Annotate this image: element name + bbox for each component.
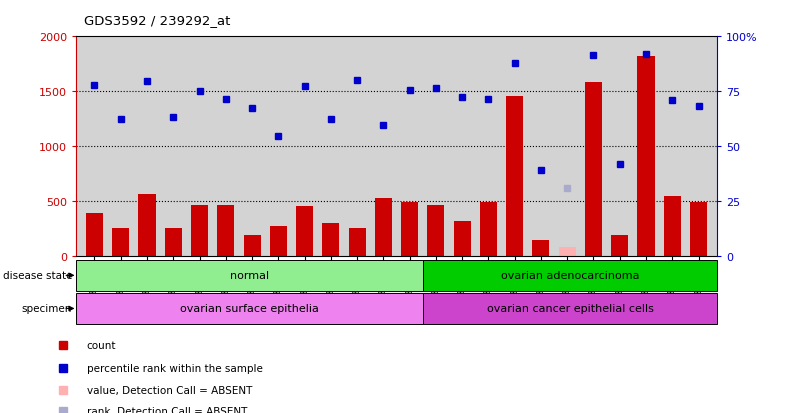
Bar bbox=[139, 195, 155, 256]
Bar bbox=[244, 236, 260, 256]
Text: ovarian surface epithelia: ovarian surface epithelia bbox=[180, 304, 319, 314]
Bar bbox=[453, 221, 471, 256]
Bar bbox=[423, 293, 717, 324]
Text: ovarian cancer epithelial cells: ovarian cancer epithelial cells bbox=[486, 304, 654, 314]
Bar bbox=[585, 83, 602, 256]
Bar bbox=[638, 57, 654, 256]
Bar bbox=[296, 207, 313, 256]
Bar bbox=[76, 260, 423, 291]
Bar bbox=[480, 202, 497, 256]
Text: count: count bbox=[87, 340, 116, 350]
Bar bbox=[217, 206, 235, 256]
Text: ovarian adenocarcinoma: ovarian adenocarcinoma bbox=[501, 271, 639, 281]
Text: percentile rank within the sample: percentile rank within the sample bbox=[87, 363, 263, 373]
Bar bbox=[558, 247, 576, 256]
Text: value, Detection Call = ABSENT: value, Detection Call = ABSENT bbox=[87, 385, 252, 394]
Text: GDS3592 / 239292_at: GDS3592 / 239292_at bbox=[84, 14, 231, 27]
Text: specimen: specimen bbox=[22, 304, 72, 314]
Bar bbox=[401, 202, 418, 256]
Text: disease state: disease state bbox=[2, 271, 72, 281]
Bar bbox=[533, 241, 549, 256]
Bar bbox=[165, 229, 182, 256]
Bar bbox=[86, 214, 103, 256]
Bar bbox=[348, 228, 365, 256]
Bar bbox=[611, 236, 628, 256]
Text: rank, Detection Call = ABSENT: rank, Detection Call = ABSENT bbox=[87, 406, 247, 413]
Bar bbox=[506, 96, 523, 256]
Bar bbox=[664, 197, 681, 256]
Bar bbox=[112, 229, 129, 256]
Bar bbox=[423, 260, 717, 291]
Bar bbox=[322, 223, 340, 256]
Bar bbox=[270, 226, 287, 256]
Bar bbox=[375, 198, 392, 256]
Bar bbox=[191, 206, 208, 256]
Bar bbox=[76, 293, 423, 324]
Bar bbox=[690, 202, 707, 256]
Bar bbox=[428, 206, 445, 256]
Text: normal: normal bbox=[230, 271, 269, 281]
